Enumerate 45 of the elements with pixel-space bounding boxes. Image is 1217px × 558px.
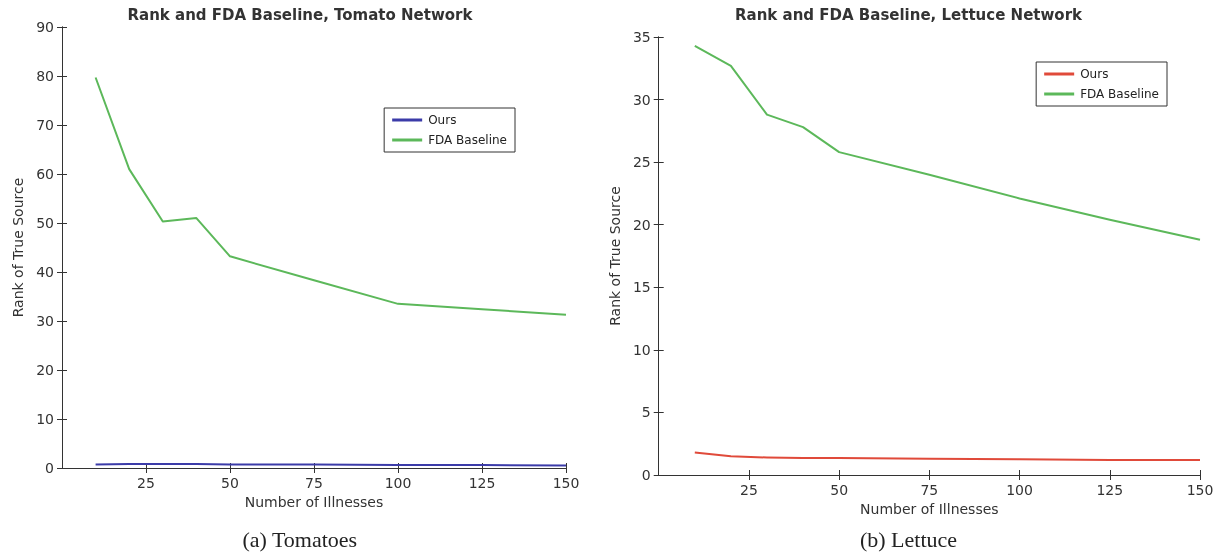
chart-title: Rank and FDA Baseline, Lettuce Network xyxy=(734,5,1084,24)
x-tick-label: 75 xyxy=(920,482,939,498)
x-tick-label: 50 xyxy=(830,482,849,498)
y-tick-label: 30 xyxy=(632,91,651,108)
legend-label: FDA Baseline xyxy=(428,133,508,147)
y-tick-label: 80 xyxy=(36,68,54,84)
y-tick-label: 70 xyxy=(36,117,54,133)
text: (b) Lettuce xyxy=(859,526,958,552)
x-tick-label: 150 xyxy=(552,475,580,491)
legend-label: Ours xyxy=(428,113,457,127)
x-tick-label: 125 xyxy=(1096,482,1124,498)
y-axis-title: Rank of True Source xyxy=(10,177,27,318)
x-tick-label: 50 xyxy=(221,475,239,491)
y-tick-label: 30 xyxy=(36,313,54,329)
y-tick-label: 10 xyxy=(36,411,54,427)
x-tick-label: 25 xyxy=(137,475,155,491)
line-series xyxy=(94,76,567,316)
x-tick-label: 100 xyxy=(1006,482,1033,498)
line-series xyxy=(693,451,1201,461)
x-tick-label: 100 xyxy=(384,475,412,491)
y-tick-label: 15 xyxy=(632,279,651,296)
line-series xyxy=(693,44,1201,241)
y-tick-label: 35 xyxy=(632,29,651,45)
y-tick-label: 25 xyxy=(632,154,651,171)
x-axis-title: Number of Illnesses xyxy=(244,493,384,510)
y-tick-label: 0 xyxy=(45,460,54,476)
y-tick-label: 60 xyxy=(36,166,54,182)
x-tick-label: 150 xyxy=(1186,482,1214,498)
y-tick-label: 40 xyxy=(36,264,54,280)
legend-label: FDA Baseline xyxy=(1080,87,1160,101)
x-axis-title: Number of Illnesses xyxy=(860,500,999,517)
y-tick-label: 20 xyxy=(36,362,54,378)
y-tick-label: 20 xyxy=(632,216,651,233)
y-tick-label: 50 xyxy=(36,215,54,231)
y-axis-title: Rank of True Source xyxy=(607,186,623,326)
legend-label: Ours xyxy=(1080,67,1109,81)
y-tick-label: 0 xyxy=(641,467,651,483)
x-tick-label: 75 xyxy=(305,475,323,491)
y-tick-label: 5 xyxy=(641,404,651,421)
x-tick-label: 25 xyxy=(740,482,758,498)
chart-title: Rank and FDA Baseline, Tomato Network xyxy=(127,5,474,24)
x-tick-label: 125 xyxy=(468,475,496,491)
text: (a) Tomatoes xyxy=(242,526,358,552)
y-tick-label: 10 xyxy=(632,341,651,358)
y-tick-label: 90 xyxy=(36,19,54,35)
